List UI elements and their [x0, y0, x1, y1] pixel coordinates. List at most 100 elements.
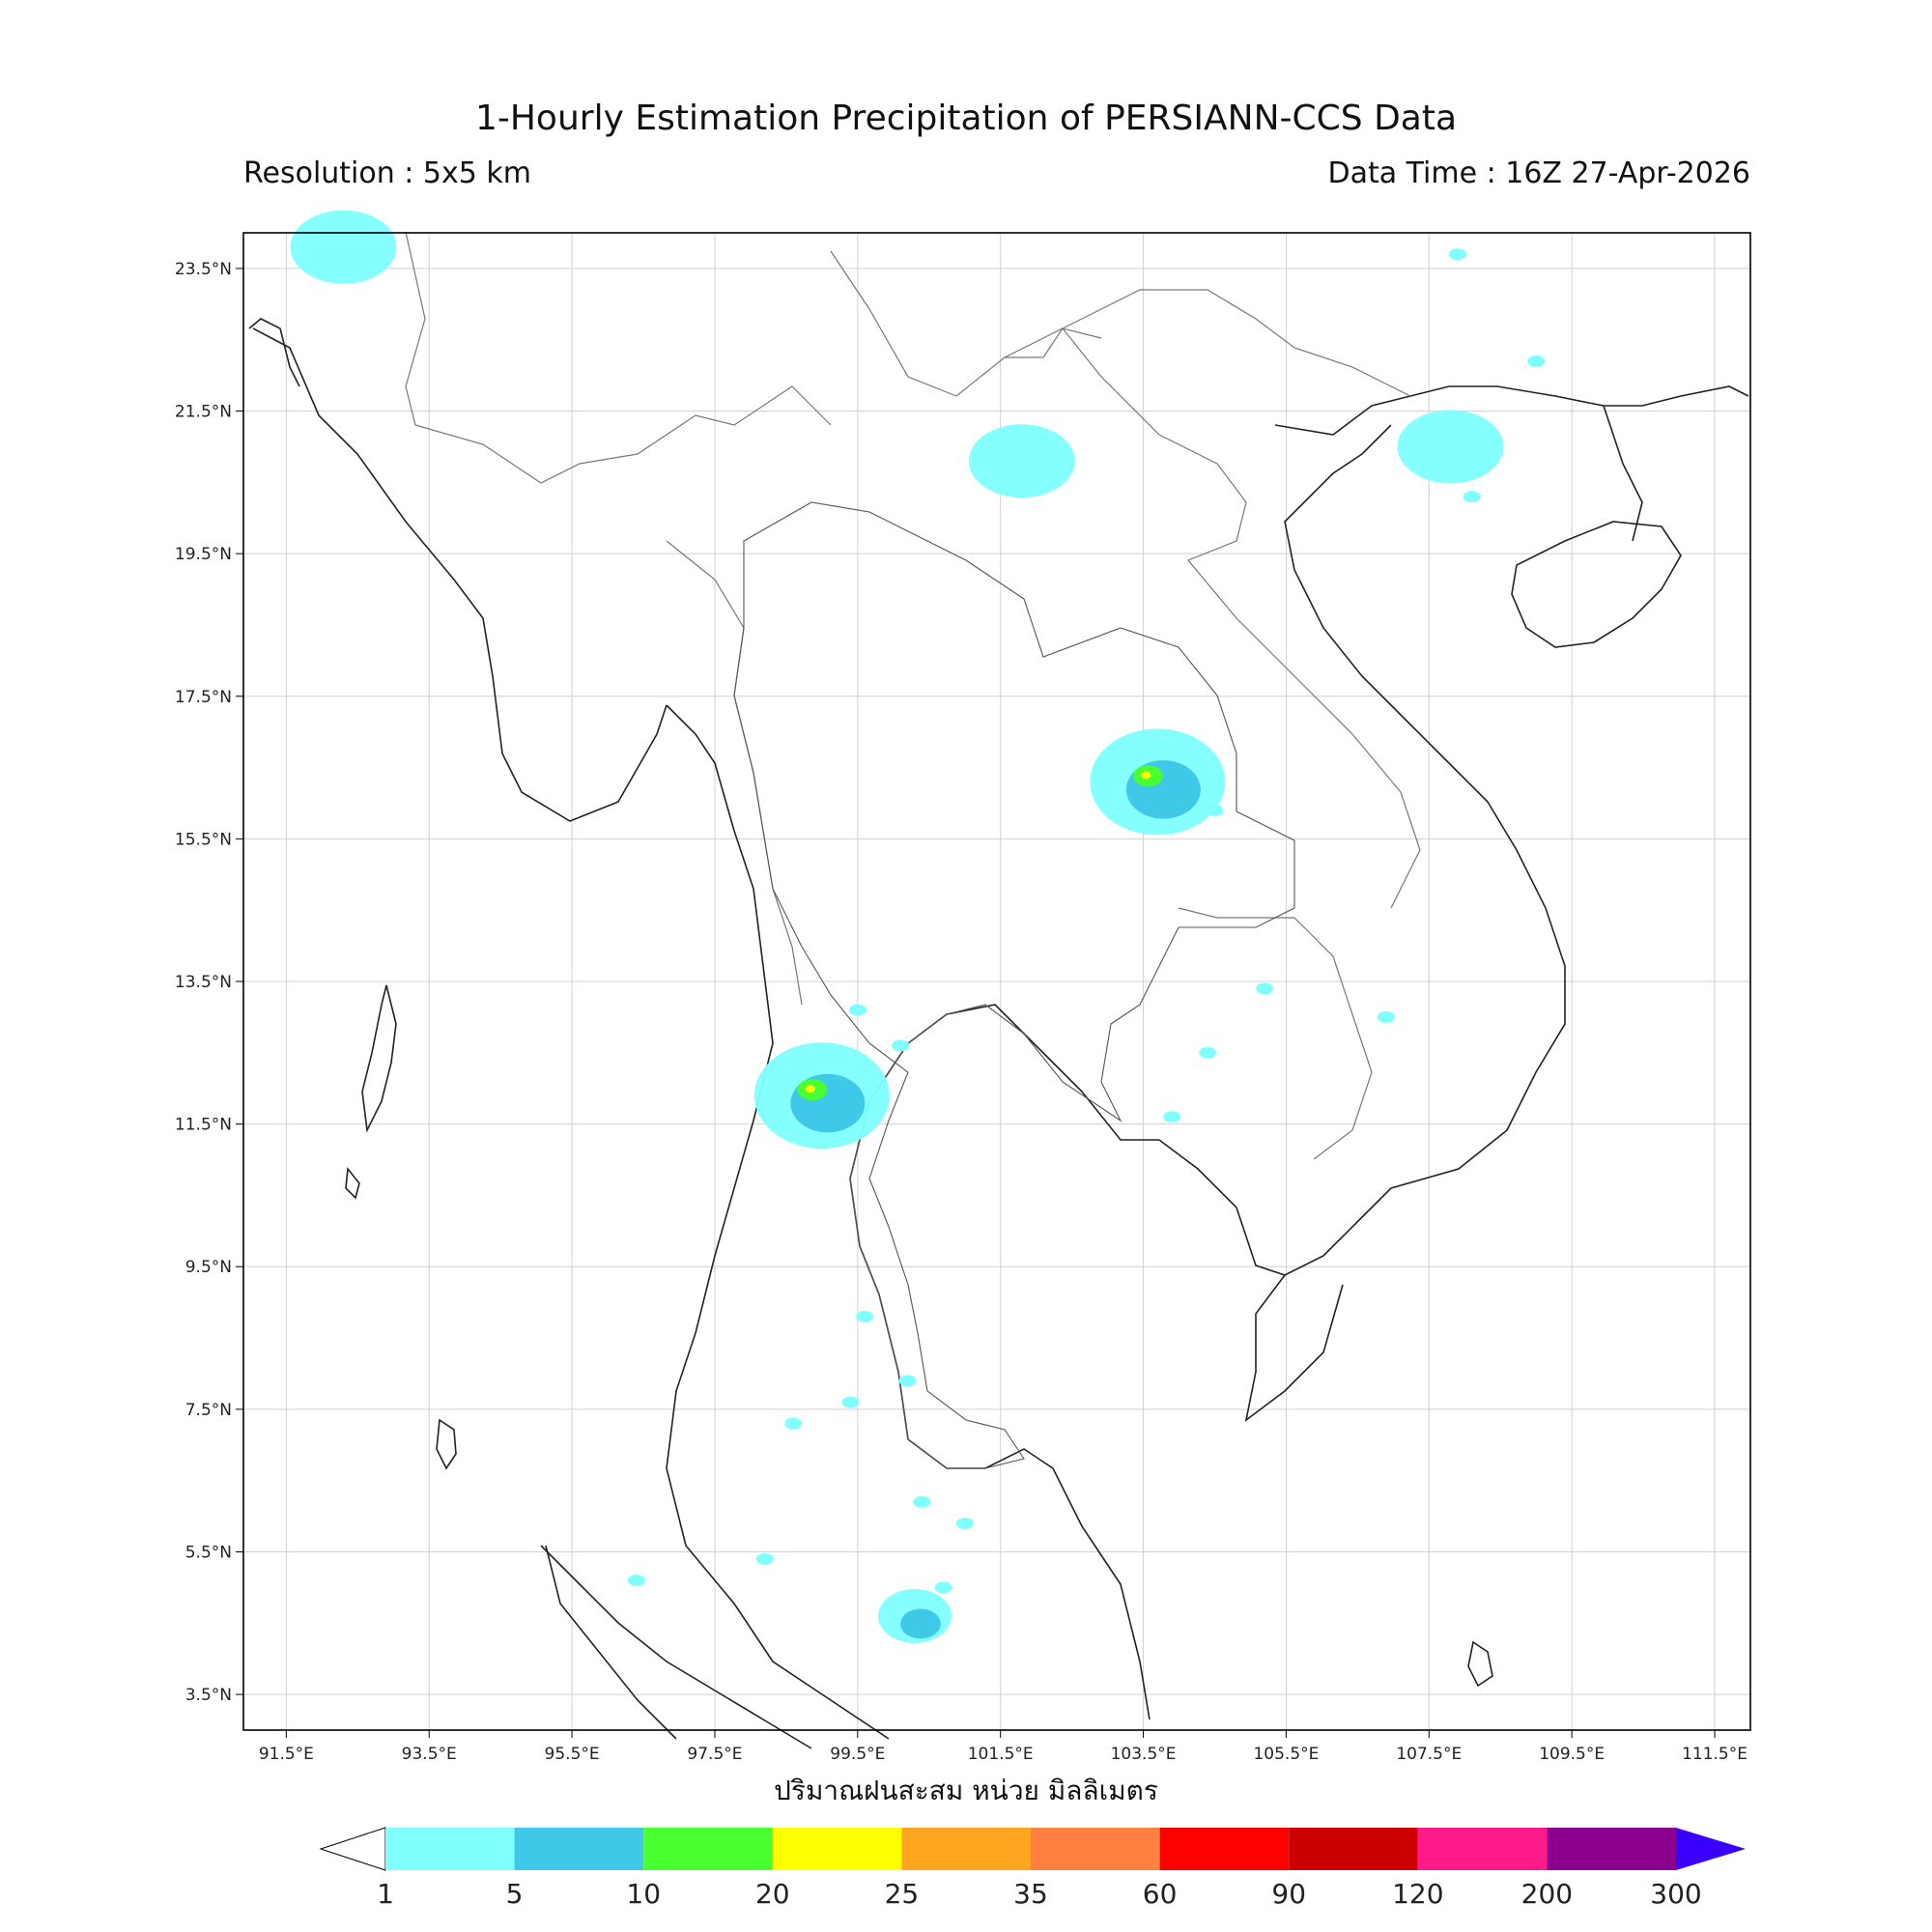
coastline-bangladesh	[248, 318, 300, 387]
map-grid	[243, 233, 1750, 1730]
border-myanmar-china	[405, 231, 832, 484]
colorbar-segments	[319, 1827, 1746, 1871]
lon-tick-label: 91.5°E	[259, 1745, 314, 1764]
rain-shower	[784, 1417, 803, 1430]
colorbar-segment	[901, 1828, 1031, 1870]
lon-tick-label: 105.5°E	[1253, 1745, 1319, 1764]
colorbar-segment	[385, 1828, 515, 1870]
island-andaman	[361, 984, 397, 1133]
rain-shower	[755, 1552, 774, 1565]
rain-areas	[290, 210, 1546, 1643]
colorbar-tick-label: 300	[1650, 1878, 1701, 1910]
data-time-label: Data Time : 16Z 27-Apr-2026	[1327, 156, 1750, 190]
coastline-china-south	[1274, 385, 1749, 436]
colorbar-tick-label: 20	[755, 1878, 790, 1910]
lon-tick-label: 99.5°E	[830, 1745, 885, 1764]
colorbar-segment	[1417, 1828, 1548, 1870]
rain-shower	[892, 1039, 910, 1052]
border-laos-china	[830, 250, 1102, 397]
colorbar-label: ปริมาณฝนสะสม หน่วย มิลลิเมตร	[774, 1775, 1158, 1806]
colorbar-tick-label: 200	[1521, 1878, 1573, 1910]
rain-shower	[898, 1375, 917, 1387]
colorbar-segment	[772, 1828, 902, 1870]
border-laos-vietnam	[1062, 327, 1421, 909]
colorbar-tick-label: 90	[1271, 1878, 1306, 1910]
lat-tick-label: 23.5°N	[175, 260, 232, 279]
colorbar-segment	[1547, 1828, 1676, 1870]
rain-shower	[1256, 982, 1274, 995]
coastline-vietnam-south	[1244, 1274, 1344, 1422]
lat-tick-label: 17.5°N	[175, 688, 232, 707]
island-great-nicobar	[436, 1418, 457, 1470]
lon-tick-label: 111.5°E	[1682, 1745, 1747, 1764]
colorbar-segment	[1031, 1828, 1160, 1870]
chart-title: 1-Hourly Estimation Precipitation of PER…	[474, 99, 1458, 138]
rain-level-4	[1141, 771, 1151, 780]
border-vietnam-china	[1004, 289, 1411, 397]
rain-shower	[627, 1575, 645, 1586]
lat-tick-label: 13.5°N	[175, 973, 232, 992]
colorbar-tick-label: 5	[506, 1878, 524, 1910]
rain-shower	[1463, 491, 1481, 503]
lon-tick-label: 101.5°E	[968, 1745, 1034, 1764]
colorbar-extend-high	[1676, 1828, 1746, 1870]
rain-area	[1397, 410, 1504, 484]
colorbar-tick-label: 10	[626, 1878, 661, 1910]
colorbar-segment	[1159, 1828, 1290, 1870]
rain-shower	[955, 1517, 974, 1529]
lat-tick-label: 7.5°N	[185, 1401, 232, 1420]
lat-tick-label: 15.5°N	[175, 830, 232, 849]
rain-area	[968, 424, 1075, 498]
rain-shower	[856, 1310, 874, 1322]
lon-tick-label: 109.5°E	[1539, 1745, 1605, 1764]
rain-shower	[1199, 1046, 1217, 1059]
rain-shower	[1448, 248, 1466, 261]
island-borneo-tip	[1467, 1640, 1493, 1688]
axis-ticks: 91.5°E 93.5°E 95.5°E 97.5°E 99.5°E 101.5°E 103…	[175, 260, 1747, 1764]
rain-area	[753, 1042, 890, 1150]
rain-area	[877, 1588, 952, 1643]
coastline-sumatra-west	[545, 1545, 677, 1740]
border-cambodia-vietnam	[1293, 917, 1373, 1160]
colorbar-tick-label: 25	[885, 1878, 920, 1910]
colorbar-segment	[643, 1828, 773, 1870]
coastline-cambodia-vietnam	[1158, 424, 1566, 1276]
rain-level-4	[805, 1085, 815, 1094]
lat-tick-label: 5.5°N	[185, 1543, 232, 1562]
rain-shower	[913, 1495, 931, 1508]
rain-shower	[934, 1581, 952, 1594]
lat-tick-label: 3.5°N	[185, 1686, 232, 1705]
lon-tick-label: 107.5°E	[1396, 1745, 1462, 1764]
rain-area	[290, 210, 397, 284]
lon-tick-label: 103.5°E	[1111, 1745, 1177, 1764]
rain-shower	[1377, 1010, 1395, 1023]
rain-level-1	[290, 210, 397, 284]
lat-tick-label: 19.5°N	[175, 545, 232, 564]
thailand-province-outline	[733, 501, 1295, 1469]
lon-tick-label: 93.5°E	[402, 1745, 457, 1764]
lat-tick-label: 9.5°N	[185, 1258, 232, 1277]
colorbar-segment	[1289, 1828, 1418, 1870]
colorbar-tick-label: 35	[1013, 1878, 1048, 1910]
country-borders	[405, 231, 1421, 1160]
lon-tick-label: 97.5°E	[687, 1745, 742, 1764]
rain-level-2	[900, 1608, 941, 1639]
island-hainan	[1511, 521, 1682, 648]
rain-shower	[1206, 804, 1224, 816]
colorbar-tick-label: 60	[1143, 1878, 1178, 1910]
lon-tick-label: 95.5°E	[545, 1745, 600, 1764]
coastline-myanmar	[252, 327, 668, 822]
lat-tick-label: 21.5°N	[175, 403, 232, 422]
resolution-label: Resolution : 5x5 km	[243, 156, 531, 190]
coastline-thailand-west	[666, 704, 774, 1469]
colorbar-segment	[514, 1828, 644, 1870]
rain-shower	[848, 1004, 867, 1016]
colorbar-extend-low	[319, 1827, 386, 1871]
island-nicobar	[345, 1166, 360, 1200]
thailand-outline	[733, 501, 1295, 1469]
rain-shower	[1527, 355, 1546, 367]
colorbar-tick-label: 1	[377, 1878, 394, 1910]
rain-area	[1090, 728, 1226, 836]
